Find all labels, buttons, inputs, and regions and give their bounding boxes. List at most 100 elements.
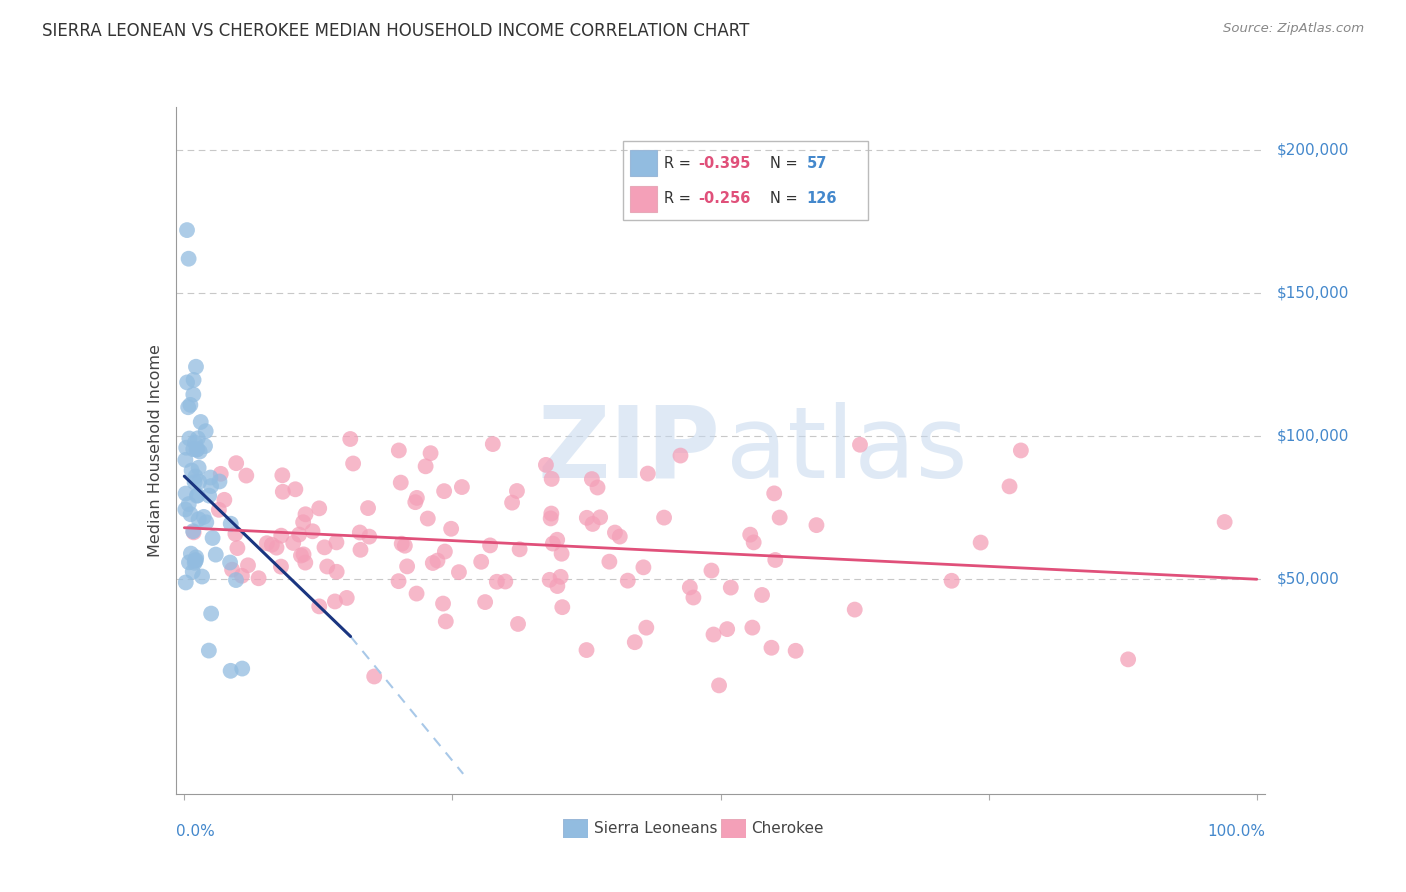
Text: atlas: atlas <box>725 402 967 499</box>
Point <box>357 501 380 516</box>
Point <box>509 542 531 557</box>
Point <box>186 550 208 565</box>
Point <box>707 678 730 692</box>
Text: $150,000: $150,000 <box>1277 285 1348 301</box>
Point <box>225 573 247 587</box>
Point <box>186 489 208 503</box>
Point <box>183 475 205 490</box>
Point <box>181 524 204 538</box>
Point <box>652 510 675 524</box>
Point <box>224 526 246 541</box>
Point <box>316 559 339 574</box>
Point <box>391 537 413 551</box>
Point <box>201 531 224 545</box>
Point <box>294 556 316 570</box>
Text: N =: N = <box>769 191 801 206</box>
Point <box>180 463 202 477</box>
Point <box>551 600 574 615</box>
Point <box>440 522 463 536</box>
Point <box>546 579 568 593</box>
Point <box>969 535 991 549</box>
Text: R =: R = <box>664 191 696 206</box>
Point <box>419 446 441 460</box>
Point <box>720 581 742 595</box>
Text: $50,000: $50,000 <box>1277 572 1340 587</box>
Point <box>433 544 456 558</box>
Point <box>359 530 381 544</box>
Point <box>740 527 762 541</box>
Point <box>190 415 212 429</box>
Point <box>433 484 456 499</box>
Point <box>288 527 311 541</box>
Point <box>194 424 217 438</box>
Bar <box>630 150 657 176</box>
Point <box>349 525 371 540</box>
Point <box>236 558 259 573</box>
Point <box>284 483 307 497</box>
Text: SIERRA LEONEAN VS CHEROKEE MEDIAN HOUSEHOLD INCOME CORRELATION CHART: SIERRA LEONEAN VS CHEROKEE MEDIAN HOUSEH… <box>42 22 749 40</box>
Point <box>415 459 437 474</box>
Point <box>422 556 444 570</box>
Point <box>387 574 409 589</box>
Point <box>339 432 361 446</box>
Point <box>575 643 598 657</box>
Point <box>581 472 603 486</box>
Point <box>184 435 207 450</box>
Text: 126: 126 <box>807 191 837 206</box>
Point <box>183 525 205 540</box>
Point <box>247 571 270 585</box>
Point <box>700 564 723 578</box>
Point <box>470 555 492 569</box>
Point <box>294 508 316 522</box>
Point <box>176 223 198 237</box>
Point <box>325 535 347 549</box>
Point <box>174 575 197 590</box>
Point <box>180 547 202 561</box>
Point <box>270 559 292 574</box>
Point <box>191 569 214 583</box>
Point <box>231 662 253 676</box>
Point <box>174 441 197 455</box>
Point <box>177 555 200 569</box>
Point <box>231 569 253 583</box>
Point <box>184 553 207 567</box>
Point <box>188 444 211 458</box>
Point <box>214 492 236 507</box>
Point <box>998 479 1021 493</box>
Point <box>292 515 315 529</box>
Point <box>219 516 242 531</box>
Point <box>405 586 427 600</box>
Point <box>181 387 204 401</box>
Point <box>181 565 204 579</box>
Point <box>271 468 294 483</box>
Point <box>193 509 215 524</box>
Point <box>174 502 197 516</box>
Point <box>474 595 496 609</box>
Point <box>941 574 963 588</box>
Point <box>301 524 323 539</box>
Point <box>200 479 222 493</box>
Point <box>485 574 508 589</box>
Text: Sierra Leoneans: Sierra Leoneans <box>593 822 717 836</box>
Point <box>550 547 572 561</box>
Point <box>194 439 217 453</box>
Point <box>198 643 221 657</box>
Point <box>180 507 202 521</box>
Point <box>181 442 204 457</box>
Point <box>550 570 572 584</box>
Point <box>540 507 562 521</box>
Point <box>1213 515 1236 529</box>
Point <box>501 495 523 509</box>
Point <box>742 535 765 549</box>
Point <box>763 553 786 567</box>
Point <box>325 565 347 579</box>
Point <box>208 475 231 489</box>
Point <box>186 442 208 456</box>
Point <box>388 443 411 458</box>
Point <box>225 456 247 470</box>
Point <box>432 597 454 611</box>
Point <box>195 516 218 530</box>
Point <box>426 553 449 567</box>
Point <box>179 432 201 446</box>
Point <box>183 373 205 387</box>
